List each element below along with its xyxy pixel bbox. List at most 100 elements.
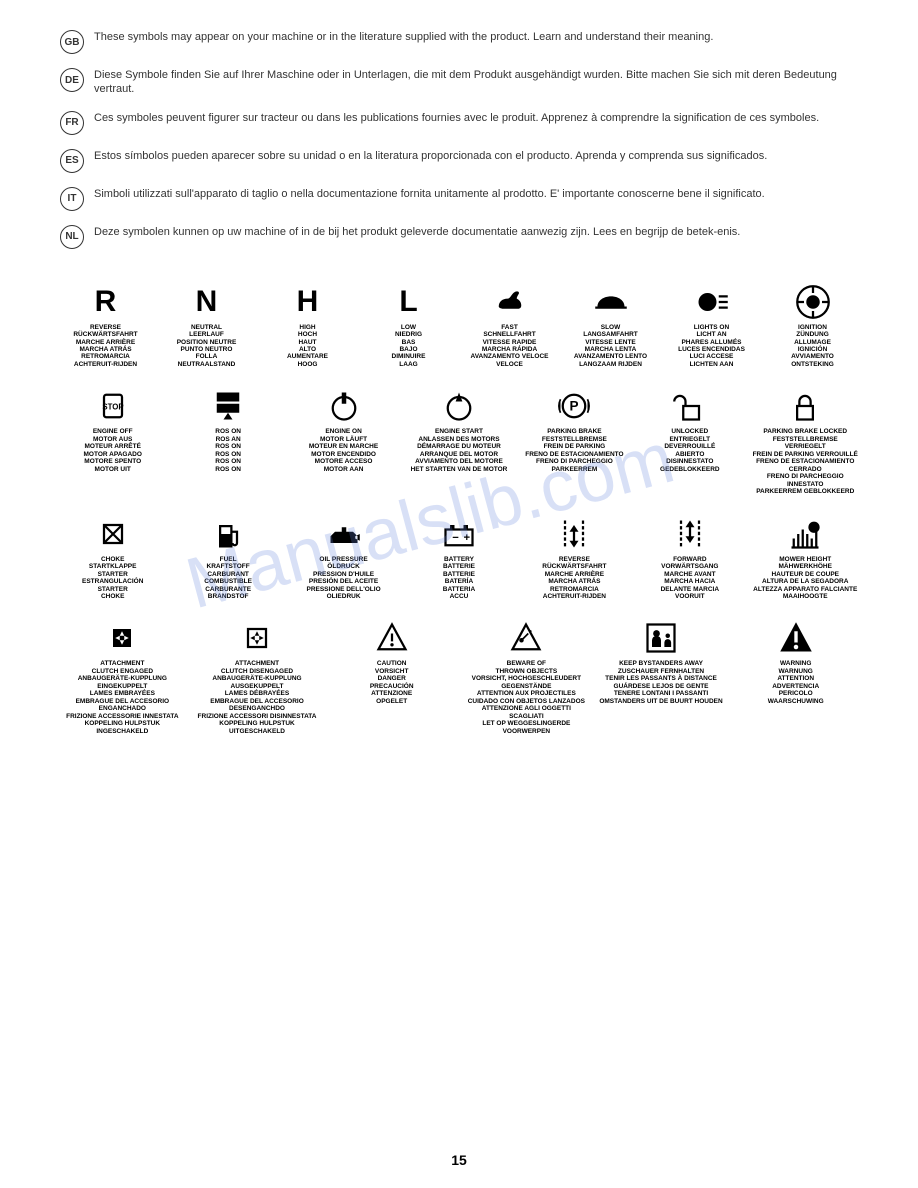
intro-text-es: Estos símbolos pueden aparecer sobre su … [94,149,858,163]
intro-section: GB These symbols may appear on your mach… [60,30,858,249]
symbol-labels: WARNINGWARNUNGATTENTIONADVERTENCIAPERICO… [733,660,858,705]
symbol-labels: ATTACHMENTCLUTCH DISENGAGEDANBAUGERÄTE-K… [195,660,320,735]
symbol-labels: REVERSERÜCKWÄRTSFAHRTMARCHE ARRIÈREMARCH… [522,556,627,601]
symbol-labels: BATTERYBATTERIEBATTERIEBATERÍABATTERIAAC… [406,556,511,601]
symbol-item: CHOKESTARTKLAPPESTARTERESTRANGULACIÓNSTA… [60,516,165,601]
warning-icon [733,620,858,656]
symbol-labels: IGNITIONZÜNDUNGALLUMAGEIGNICIÓNAVVIAMENT… [767,324,858,369]
intro-item: IT Simboli utilizzati sull'apparato di t… [60,187,858,211]
symbol-labels: NEUTRALLEERLAUFPOSITION NEUTREPUNTO NEUT… [161,324,252,369]
reverse2-icon [522,516,627,552]
bystanders-icon [599,620,724,656]
symbol-labels: CHOKESTARTKLAPPESTARTERESTRANGULACIÓNSTA… [60,556,165,601]
symbol-item: MOWER HEIGHTMÄHWERKHÖHEHAUTEUR DE COUPEA… [753,516,858,601]
symbol-item: ENGINE ONMOTOR LÄUFTMOTEUR EN MARCHEMOTO… [291,388,396,495]
lang-badge-nl: NL [60,225,84,249]
choke-icon [60,516,165,552]
fuel-icon [175,516,280,552]
symbol-row-2: STOP ENGINE OFFMOTOR AUSMOTEUR ARRÊTÉMOTO… [60,388,858,495]
symbol-labels: ATTACHMENTCLUTCH ENGAGEDANBAUGERÄTE-KUPP… [60,660,185,735]
symbol-item: ENGINE STARTANLASSEN DES MOTORSDÉMARRAGE… [406,388,511,495]
clutchengaged-icon [60,620,185,656]
forward-icon [637,516,742,552]
ros-icon [175,388,280,424]
symbol-item: UNLOCKEDENTRIEGELTDEVERROUILLÉABIERTODIS… [637,388,742,495]
intro-text-de: Diese Symbole finden Sie auf Ihrer Masch… [94,68,858,97]
lang-badge-es: ES [60,149,84,173]
symbol-item: FORWARDVORWÄRTSGANGMARCHE AVANTMARCHA HA… [637,516,742,601]
symbol-labels: ENGINE OFFMOTOR AUSMOTEUR ARRÊTÉMOTOR AP… [60,428,165,473]
symbol-labels: CAUTIONVORSICHTDANGERPRECAUCIÓNATTENZION… [329,660,454,705]
symbol-item: CAUTIONVORSICHTDANGERPRECAUCIÓNATTENZION… [329,620,454,735]
symbol-item: KEEP BYSTANDERS AWAYZUSCHAUER FERNHALTEN… [599,620,724,735]
symbol-labels: PARKING BRAKEFESTSTELLBREMSEFREIN DE PAR… [522,428,627,473]
symbol-labels: ROS ONROS ANROS ONROS ONROS ONROS ON [175,428,280,473]
symbol-item: PARKING BRAKE LOCKEDFESTSTELLBREMSE VERR… [753,388,858,495]
intro-item: GB These symbols may appear on your mach… [60,30,858,54]
symbol-item: N NEUTRALLEERLAUFPOSITION NEUTREPUNTO NEU… [161,284,252,369]
intro-item: FR Ces symboles peuvent figurer sur trac… [60,111,858,135]
symbol-labels: ENGINE ONMOTOR LÄUFTMOTEUR EN MARCHEMOTO… [291,428,396,473]
symbol-item: H HIGHHOCHHAUTALTOAUMENTAREHOOG [262,284,353,369]
symbol-labels: FUELKRAFTSTOFFCARBURANTCOMBUSTIBLECARBUR… [175,556,280,601]
symbol-item: SLOWLANGSAMFAHRTVITESSE LENTEMARCHA LENT… [565,284,656,369]
symbol-labels: LIGHTS ONLICHT ANPHARES ALLUMÉSLUCES ENC… [666,324,757,369]
intro-text-gb: These symbols may appear on your machine… [94,30,858,44]
intro-item: NL Deze symbolen kunnen op uw machine of… [60,225,858,249]
intro-text-nl: Deze symbolen kunnen op uw machine of in… [94,225,858,239]
symbol-item: FUELKRAFTSTOFFCARBURANTCOMBUSTIBLECARBUR… [175,516,280,601]
ignition-icon [767,284,858,320]
L-icon: L [363,284,454,320]
engineon-icon [291,388,396,424]
unlocked-icon [637,388,742,424]
symbol-row-4: ATTACHMENTCLUTCH ENGAGEDANBAUGERÄTE-KUPP… [60,620,858,735]
svg-text:+: + [463,531,470,543]
symbol-item: −+ BATTERYBATTERIEBATTERIEBATERÍABATTERIA… [406,516,511,601]
symbol-labels: FASTSCHNELLFAHRTVITESSE RAPIDEMARCHA RÁP… [464,324,555,369]
battery-icon: −+ [406,516,511,552]
N-icon: N [161,284,252,320]
caution-icon [329,620,454,656]
symbol-item: OIL PRESSUREÖLDRUCKPRESSION D'HUILEPRESI… [291,516,396,601]
symbol-item: BEWARE OFTHROWN OBJECTSVORSICHT, HOCHGES… [464,620,589,735]
lang-badge-it: IT [60,187,84,211]
H-icon: H [262,284,353,320]
symbol-labels: UNLOCKEDENTRIEGELTDEVERROUILLÉABIERTODIS… [637,428,742,473]
symbol-labels: MOWER HEIGHTMÄHWERKHÖHEHAUTEUR DE COUPEA… [753,556,858,601]
intro-text-it: Simboli utilizzati sull'apparato di tagl… [94,187,858,201]
lang-badge-fr: FR [60,111,84,135]
oilpressure-icon [291,516,396,552]
symbol-item: RREVERSERÜCKWÄRTSFAHRTMARCHE ARRIÈREMARC… [60,284,151,369]
turtle-icon [565,284,656,320]
symbol-row-3: CHOKESTARTKLAPPESTARTERESTRANGULACIÓNSTA… [60,516,858,601]
symbol-item: ATTACHMENTCLUTCH ENGAGEDANBAUGERÄTE-KUPP… [60,620,185,735]
svg-text:P: P [570,399,579,414]
page-number: 15 [0,1152,918,1168]
enginestart-icon [406,388,511,424]
symbol-item: LIGHTS ONLICHT ANPHARES ALLUMÉSLUCES ENC… [666,284,757,369]
symbol-labels: REVERSERÜCKWÄRTSFAHRTMARCHE ARRIÈREMARCH… [60,324,151,369]
symbols-grid: RREVERSERÜCKWÄRTSFAHRTMARCHE ARRIÈREMARC… [60,284,858,736]
symbol-item: REVERSERÜCKWÄRTSFAHRTMARCHE ARRIÈREMARCH… [522,516,627,601]
symbol-item: ATTACHMENTCLUTCH DISENGAGEDANBAUGERÄTE-K… [195,620,320,735]
symbol-labels: PARKING BRAKE LOCKEDFESTSTELLBREMSE VERR… [753,428,858,495]
symbol-item: WARNINGWARNUNGATTENTIONADVERTENCIAPERICO… [733,620,858,735]
lang-badge-gb: GB [60,30,84,54]
symbol-item: P PARKING BRAKEFESTSTELLBREMSEFREIN DE PA… [522,388,627,495]
symbol-labels: LOWNIEDRIGBASBAJODIMINUIRELAAG [363,324,454,369]
symbol-row-1: RREVERSERÜCKWÄRTSFAHRTMARCHE ARRIÈREMARC… [60,284,858,369]
locked-icon [753,388,858,424]
engineoff-icon: STOP [60,388,165,424]
clutchdisengaged-icon [195,620,320,656]
rabbit-icon [464,284,555,320]
symbol-labels: KEEP BYSTANDERS AWAYZUSCHAUER FERNHALTEN… [599,660,724,705]
symbol-labels: OIL PRESSUREÖLDRUCKPRESSION D'HUILEPRESI… [291,556,396,601]
mowerheight-icon [753,516,858,552]
symbol-labels: SLOWLANGSAMFAHRTVITESSE LENTEMARCHA LENT… [565,324,656,369]
lang-badge-de: DE [60,68,84,92]
svg-text:STOP: STOP [102,403,123,412]
symbol-labels: HIGHHOCHHAUTALTOAUMENTAREHOOG [262,324,353,369]
intro-item: ES Estos símbolos pueden aparecer sobre … [60,149,858,173]
symbol-labels: FORWARDVORWÄRTSGANGMARCHE AVANTMARCHA HA… [637,556,742,601]
symbol-labels: BEWARE OFTHROWN OBJECTSVORSICHT, HOCHGES… [464,660,589,735]
